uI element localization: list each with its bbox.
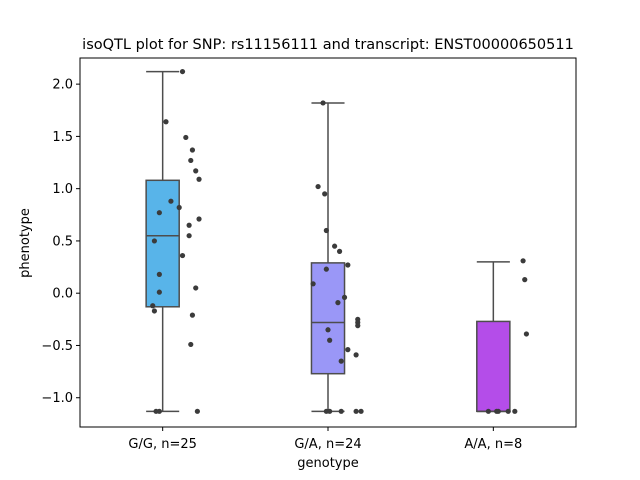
data-point [194,408,200,414]
points-group-0 [150,68,202,414]
data-point [327,337,333,343]
x-axis: G/G, n=25 G/A, n=24 A/A, n=8 [128,427,522,452]
data-point [183,134,189,141]
y-axis: −1.0 −0.5 0.0 0.5 1.0 1.5 2.0 [41,78,80,406]
data-point [156,408,162,414]
y-tick-label: 2.0 [52,78,73,93]
box-group-1 [310,102,346,413]
plot-area [145,68,530,414]
data-point [310,281,316,287]
data-point [323,266,329,272]
data-point [523,331,530,337]
data-point [320,100,326,106]
data-point [355,323,361,329]
data-point [336,248,343,254]
data-point [353,352,359,358]
data-point [196,176,202,182]
x-tick-label: G/G, n=25 [128,437,196,452]
y-tick-label: −0.5 [41,339,73,354]
data-point [188,157,194,164]
box [145,179,180,308]
data-point [193,168,199,174]
y-tick-label: 0.5 [52,234,73,249]
x-axis-label: genotype [297,456,358,471]
data-point [325,327,331,333]
box [476,320,511,413]
data-point [345,262,351,268]
box-group-2 [476,261,511,413]
data-point [485,408,491,414]
data-point [323,227,329,234]
data-point [322,191,328,197]
y-tick-label: 0.0 [52,287,73,302]
data-point [151,238,157,244]
y-axis-label: phenotype [18,208,33,278]
data-point [345,347,351,353]
y-tick-label: −1.0 [41,391,73,406]
data-point [353,408,359,414]
data-point [327,408,333,414]
data-point [179,252,186,259]
chart-title: isoQTL plot for SNP: rs11156111 and tran… [82,37,574,53]
x-tick-label: G/A, n=24 [294,437,361,452]
data-point [315,183,321,190]
data-point [163,119,169,125]
data-point [196,216,202,222]
data-point [151,308,157,314]
data-point [338,358,344,364]
box-group-0 [145,70,180,413]
data-point [358,408,364,414]
data-point [189,312,196,318]
data-point [520,258,526,264]
points-group-2 [485,258,530,414]
data-point [179,68,186,75]
data-point [168,198,174,204]
data-point [156,271,162,277]
x-tick-label: A/A, n=8 [464,437,522,452]
data-point [193,285,199,291]
data-point [176,204,182,211]
data-point [512,408,518,414]
points-group-1 [310,100,364,414]
data-point [188,341,194,348]
data-point [186,233,192,239]
data-point [505,408,511,414]
y-tick-label: 1.5 [52,130,73,145]
data-point [150,303,156,309]
data-point [341,294,348,300]
data-point [189,147,196,153]
data-point [522,277,528,283]
data-point [495,408,501,414]
data-point [156,289,162,295]
box [310,262,346,375]
y-tick-label: 1.0 [52,182,73,197]
data-point [335,300,341,306]
data-point [338,408,344,414]
data-point [332,243,338,249]
data-point [156,210,162,216]
data-point [186,222,192,228]
